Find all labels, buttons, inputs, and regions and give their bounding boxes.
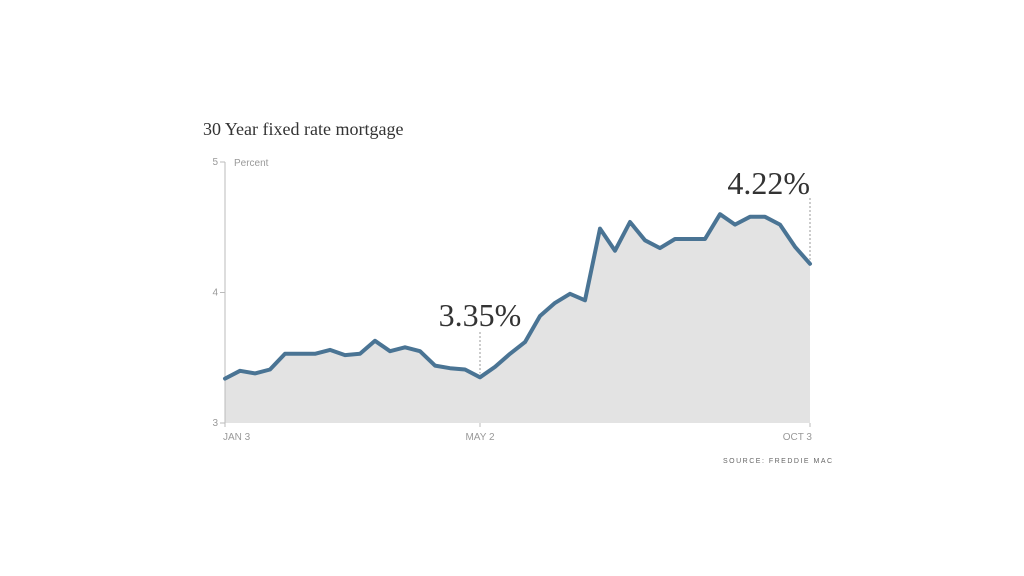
series-area [225,214,810,423]
y-tick-label: 5 [212,157,218,168]
label-layer: 5 4 3 Percent JAN 3 MAY 2 OCT 3 [212,157,812,443]
annotation-layer: 3.35% 4.22% [439,165,811,374]
callout-value-label: 4.22% [727,165,810,201]
callout-value-label: 3.35% [439,297,522,333]
chart-title: 30 Year fixed rate mortgage [203,119,404,139]
y-tick-label: 4 [212,288,218,299]
y-axis-label: Percent [234,158,269,169]
area-layer [225,214,810,423]
x-tick-label: MAY 2 [465,432,495,443]
x-tick-label: OCT 3 [783,432,813,443]
line-layer [223,212,812,381]
y-tick-label: 3 [212,418,218,429]
source-note: SOURCE: FREDDIE MAC [723,458,834,465]
series-line [223,212,812,381]
x-tick-label: JAN 3 [223,432,251,443]
